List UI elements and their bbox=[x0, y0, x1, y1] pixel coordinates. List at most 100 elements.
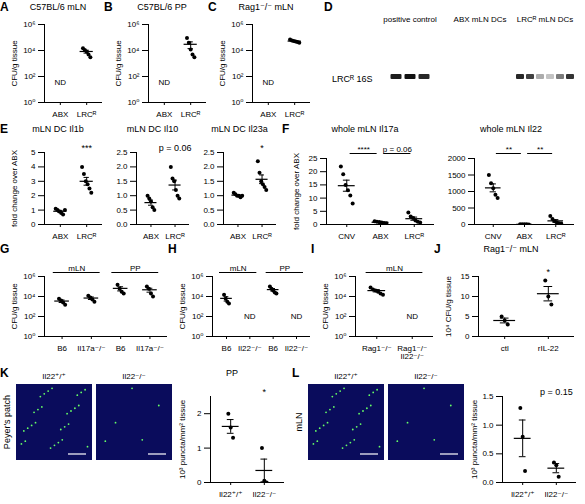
svg-text:ABX: ABX bbox=[52, 110, 69, 118]
svg-text:mLN: mLN bbox=[68, 264, 85, 273]
svg-text:0: 0 bbox=[197, 478, 202, 487]
svg-text:10⁴: 10⁴ bbox=[191, 292, 204, 301]
svg-text:Il22⁺/⁺: Il22⁺/⁺ bbox=[511, 490, 535, 498]
svg-text:10³ puncta/mm² tissue: 10³ puncta/mm² tissue bbox=[470, 399, 479, 479]
svg-text:PP: PP bbox=[279, 264, 290, 273]
svg-text:0: 0 bbox=[31, 220, 36, 229]
svg-text:5: 5 bbox=[31, 148, 36, 157]
svg-text:p = 0.15: p = 0.15 bbox=[540, 387, 573, 397]
svg-text:ND: ND bbox=[159, 78, 171, 87]
svg-text:2.5: 2.5 bbox=[203, 148, 215, 157]
svg-text:0.0: 0.0 bbox=[203, 220, 215, 229]
svg-text:ND: ND bbox=[55, 78, 67, 87]
svg-text:10⁴: 10⁴ bbox=[231, 46, 244, 55]
svg-text:CFU/g tissue: CFU/g tissue bbox=[178, 283, 187, 330]
svg-text:10⁶: 10⁶ bbox=[191, 272, 203, 281]
svg-text:CFU/g tissue: CFU/g tissue bbox=[10, 40, 19, 87]
svg-text:25: 25 bbox=[309, 154, 318, 163]
svg-text:Il22⁺/⁺: Il22⁺/⁺ bbox=[42, 372, 66, 381]
svg-text:1: 1 bbox=[197, 444, 202, 453]
svg-text:ND: ND bbox=[291, 312, 303, 321]
svg-text:10⁶: 10⁶ bbox=[23, 272, 35, 281]
svg-text:2.5: 2.5 bbox=[116, 148, 128, 157]
svg-text:3: 3 bbox=[31, 177, 36, 186]
svg-text:LRCᴿ: LRCᴿ bbox=[165, 232, 185, 240]
svg-text:10³ puncta/mm² tissue: 10³ puncta/mm² tissue bbox=[178, 399, 187, 479]
svg-text:ABX: ABX bbox=[156, 110, 173, 118]
svg-text:fold change over ABX: fold change over ABX bbox=[292, 152, 301, 230]
svg-text:0: 0 bbox=[313, 220, 318, 229]
svg-text:Il22⁻/⁻: Il22⁻/⁻ bbox=[253, 490, 277, 498]
svg-text:ABX: ABX bbox=[230, 232, 247, 240]
svg-text:1500: 1500 bbox=[448, 171, 466, 180]
svg-text:10⁰: 10⁰ bbox=[334, 332, 346, 341]
svg-text:5: 5 bbox=[313, 207, 318, 216]
svg-text:10⁴: 10⁴ bbox=[23, 46, 36, 55]
svg-text:15: 15 bbox=[461, 272, 470, 281]
svg-text:B6: B6 bbox=[222, 344, 232, 353]
svg-text:Rag1⁻/⁻: Rag1⁻/⁻ bbox=[362, 344, 392, 353]
svg-text:LRCᴿ: LRCᴿ bbox=[252, 232, 272, 240]
svg-text:Il22⁻/⁻: Il22⁻/⁻ bbox=[414, 372, 438, 381]
svg-text:5: 5 bbox=[465, 312, 470, 321]
svg-text:2: 2 bbox=[31, 191, 36, 200]
svg-text:LRCᴿ mLN DCs: LRCᴿ mLN DCs bbox=[517, 15, 574, 24]
svg-text:4: 4 bbox=[31, 162, 36, 171]
svg-text:0.5: 0.5 bbox=[203, 206, 215, 215]
svg-text:1: 1 bbox=[31, 206, 36, 215]
svg-text:B6: B6 bbox=[116, 344, 126, 353]
svg-text:2000: 2000 bbox=[448, 154, 466, 163]
svg-text:10: 10 bbox=[309, 194, 318, 203]
svg-text:2.0: 2.0 bbox=[116, 162, 128, 171]
svg-text:1.5: 1.5 bbox=[482, 392, 494, 401]
svg-text:10⁶: 10⁶ bbox=[334, 272, 346, 281]
svg-text:10⁰: 10⁰ bbox=[231, 98, 243, 107]
svg-text:positive control: positive control bbox=[383, 15, 437, 24]
svg-text:fold change over ABX: fold change over ABX bbox=[10, 149, 19, 227]
svg-text:15: 15 bbox=[309, 180, 318, 189]
svg-text:1.0: 1.0 bbox=[482, 421, 494, 430]
svg-text:ND: ND bbox=[406, 312, 418, 321]
svg-text:LRCᴿ 16S: LRCᴿ 16S bbox=[332, 74, 373, 84]
svg-text:mLN: mLN bbox=[386, 264, 403, 273]
svg-text:CNV: CNV bbox=[485, 232, 503, 240]
svg-text:10²: 10² bbox=[24, 72, 36, 81]
svg-text:**: ** bbox=[537, 145, 543, 154]
svg-text:10²: 10² bbox=[335, 312, 347, 321]
svg-text:10⁴ CFU/g tissue: 10⁴ CFU/g tissue bbox=[444, 276, 453, 337]
svg-text:ctl: ctl bbox=[501, 344, 509, 353]
svg-text:***: *** bbox=[81, 143, 92, 153]
svg-text:1000: 1000 bbox=[448, 187, 466, 196]
svg-text:1.5: 1.5 bbox=[116, 177, 128, 186]
svg-text:****: **** bbox=[357, 145, 369, 154]
svg-text:Peyer's patch: Peyer's patch bbox=[2, 395, 12, 449]
svg-text:10: 10 bbox=[461, 292, 470, 301]
svg-text:10⁶: 10⁶ bbox=[23, 20, 35, 29]
svg-text:ABX mLN DCs: ABX mLN DCs bbox=[454, 15, 507, 24]
svg-text:10⁴: 10⁴ bbox=[23, 292, 36, 301]
svg-text:20: 20 bbox=[309, 167, 318, 176]
svg-text:ABX: ABX bbox=[52, 232, 69, 240]
svg-text:10²: 10² bbox=[128, 72, 140, 81]
svg-text:1.0: 1.0 bbox=[116, 191, 128, 200]
svg-text:p = 0.06: p = 0.06 bbox=[159, 143, 192, 153]
svg-text:LRCᴿ: LRCᴿ bbox=[404, 232, 424, 240]
svg-text:Il17a⁻/⁻: Il17a⁻/⁻ bbox=[136, 344, 164, 353]
svg-text:0.5: 0.5 bbox=[482, 449, 494, 458]
svg-text:Il17a⁻/⁻: Il17a⁻/⁻ bbox=[77, 344, 105, 353]
svg-text:*: * bbox=[260, 143, 264, 153]
svg-text:0: 0 bbox=[461, 220, 466, 229]
svg-text:1.5: 1.5 bbox=[203, 177, 215, 186]
svg-text:B6: B6 bbox=[268, 344, 278, 353]
svg-text:ND: ND bbox=[244, 312, 256, 321]
svg-text:0.0: 0.0 bbox=[482, 478, 494, 487]
svg-text:mLN: mLN bbox=[230, 264, 247, 273]
svg-text:10⁰: 10⁰ bbox=[127, 98, 139, 107]
svg-text:CFU/g tissue: CFU/g tissue bbox=[10, 283, 19, 330]
svg-text:2: 2 bbox=[197, 409, 202, 418]
svg-text:mLN: mLN bbox=[294, 412, 304, 431]
svg-text:LRCᴿ: LRCᴿ bbox=[77, 110, 97, 118]
svg-text:10⁰: 10⁰ bbox=[23, 332, 35, 341]
svg-text:CFU/g tissue: CFU/g tissue bbox=[321, 283, 330, 330]
svg-text:ND: ND bbox=[263, 78, 275, 87]
